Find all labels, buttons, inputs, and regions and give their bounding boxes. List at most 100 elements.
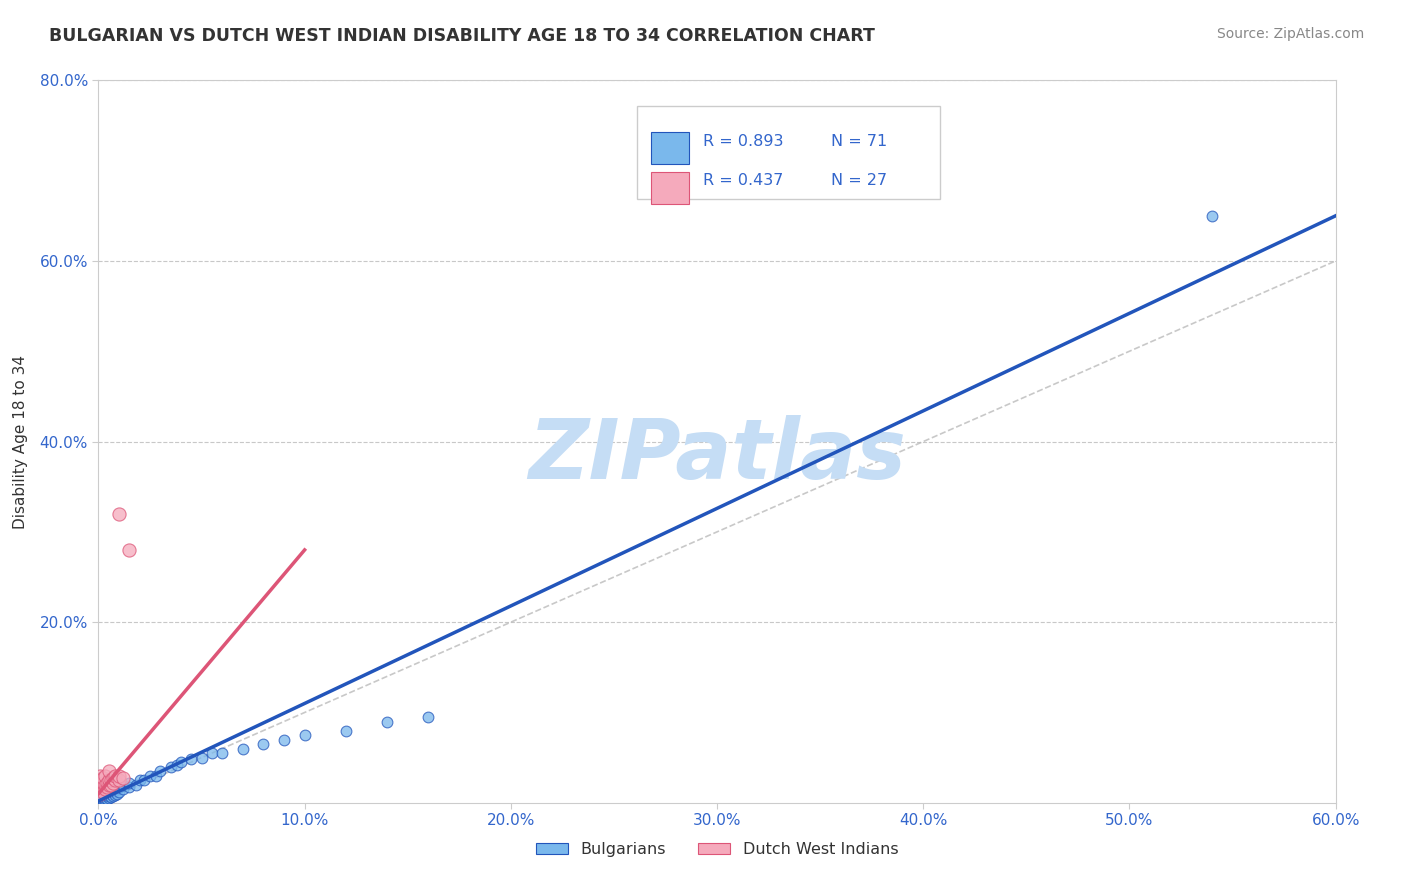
Point: [418, 710, 440, 724]
Point: [118, 780, 141, 794]
Point: [93, 778, 115, 792]
Point: [97, 791, 120, 805]
Point: [101, 776, 124, 790]
Point: [89, 782, 111, 797]
Point: [124, 778, 146, 792]
Point: [97, 764, 120, 779]
Point: [100, 787, 122, 801]
Text: N = 27: N = 27: [831, 173, 887, 188]
Point: [91, 792, 114, 806]
Point: [232, 741, 254, 756]
Text: R = 0.437: R = 0.437: [703, 173, 783, 188]
Text: Source: ZipAtlas.com: Source: ZipAtlas.com: [1216, 27, 1364, 41]
FancyBboxPatch shape: [651, 132, 689, 164]
Point: [100, 778, 122, 792]
Point: [211, 746, 233, 760]
Point: [93, 787, 115, 801]
Point: [108, 769, 131, 783]
Point: [101, 789, 124, 803]
Point: [108, 773, 131, 788]
Point: [97, 778, 120, 792]
Point: [89, 773, 111, 788]
Point: [91, 790, 114, 805]
Point: [91, 785, 114, 799]
Point: [149, 764, 172, 779]
Point: [252, 737, 274, 751]
Text: ZIPatlas: ZIPatlas: [529, 416, 905, 497]
Point: [166, 757, 188, 772]
Point: [91, 776, 114, 790]
Point: [112, 782, 135, 797]
Point: [89, 785, 111, 799]
Point: [294, 728, 316, 742]
Point: [91, 785, 114, 799]
Point: [93, 769, 115, 783]
Point: [89, 790, 111, 805]
Point: [104, 769, 127, 783]
Point: [170, 755, 193, 769]
Point: [89, 787, 111, 801]
Point: [89, 788, 111, 802]
Point: [190, 750, 212, 764]
Point: [100, 773, 122, 788]
Point: [89, 789, 111, 803]
Point: [108, 507, 131, 521]
Point: [105, 782, 128, 797]
Point: [89, 789, 111, 804]
Point: [112, 778, 135, 792]
Point: [93, 782, 115, 797]
Text: R = 0.893: R = 0.893: [703, 134, 785, 149]
Point: [91, 782, 114, 797]
Point: [97, 773, 120, 788]
Point: [159, 760, 181, 774]
Point: [1201, 209, 1223, 223]
Point: [108, 785, 131, 799]
FancyBboxPatch shape: [651, 172, 689, 204]
Point: [89, 792, 111, 806]
Text: N = 71: N = 71: [831, 134, 887, 149]
Point: [93, 782, 115, 797]
Point: [118, 776, 141, 790]
Text: BULGARIAN VS DUTCH WEST INDIAN DISABILITY AGE 18 TO 34 CORRELATION CHART: BULGARIAN VS DUTCH WEST INDIAN DISABILIT…: [49, 27, 875, 45]
Point: [89, 793, 111, 807]
Point: [96, 784, 118, 798]
Point: [93, 789, 115, 803]
Point: [91, 780, 114, 794]
Point: [118, 542, 141, 557]
Point: [91, 787, 114, 801]
Point: [97, 789, 120, 803]
Point: [96, 776, 118, 790]
Point: [128, 773, 150, 788]
Point: [375, 714, 398, 729]
Point: [132, 773, 155, 788]
Point: [104, 784, 127, 798]
Point: [101, 785, 124, 799]
Point: [96, 792, 118, 806]
Point: [89, 794, 111, 808]
Point: [91, 789, 114, 803]
Point: [105, 787, 128, 801]
Point: [104, 773, 127, 788]
Point: [91, 794, 114, 808]
Y-axis label: Disability Age 18 to 34: Disability Age 18 to 34: [14, 354, 28, 529]
Point: [91, 771, 114, 785]
FancyBboxPatch shape: [637, 105, 939, 200]
Point: [96, 787, 118, 801]
Point: [145, 769, 167, 783]
Point: [96, 780, 118, 794]
Point: [89, 791, 111, 805]
Point: [91, 780, 114, 794]
Point: [100, 783, 122, 797]
Point: [201, 746, 224, 760]
Point: [89, 782, 111, 797]
Point: [335, 723, 357, 738]
Point: [273, 732, 295, 747]
Point: [89, 778, 111, 792]
Point: [91, 773, 114, 788]
Point: [89, 787, 111, 801]
Point: [139, 769, 162, 783]
Legend: Bulgarians, Dutch West Indians: Bulgarians, Dutch West Indians: [530, 836, 904, 863]
Point: [93, 791, 115, 805]
Point: [104, 788, 127, 802]
Point: [100, 790, 122, 805]
